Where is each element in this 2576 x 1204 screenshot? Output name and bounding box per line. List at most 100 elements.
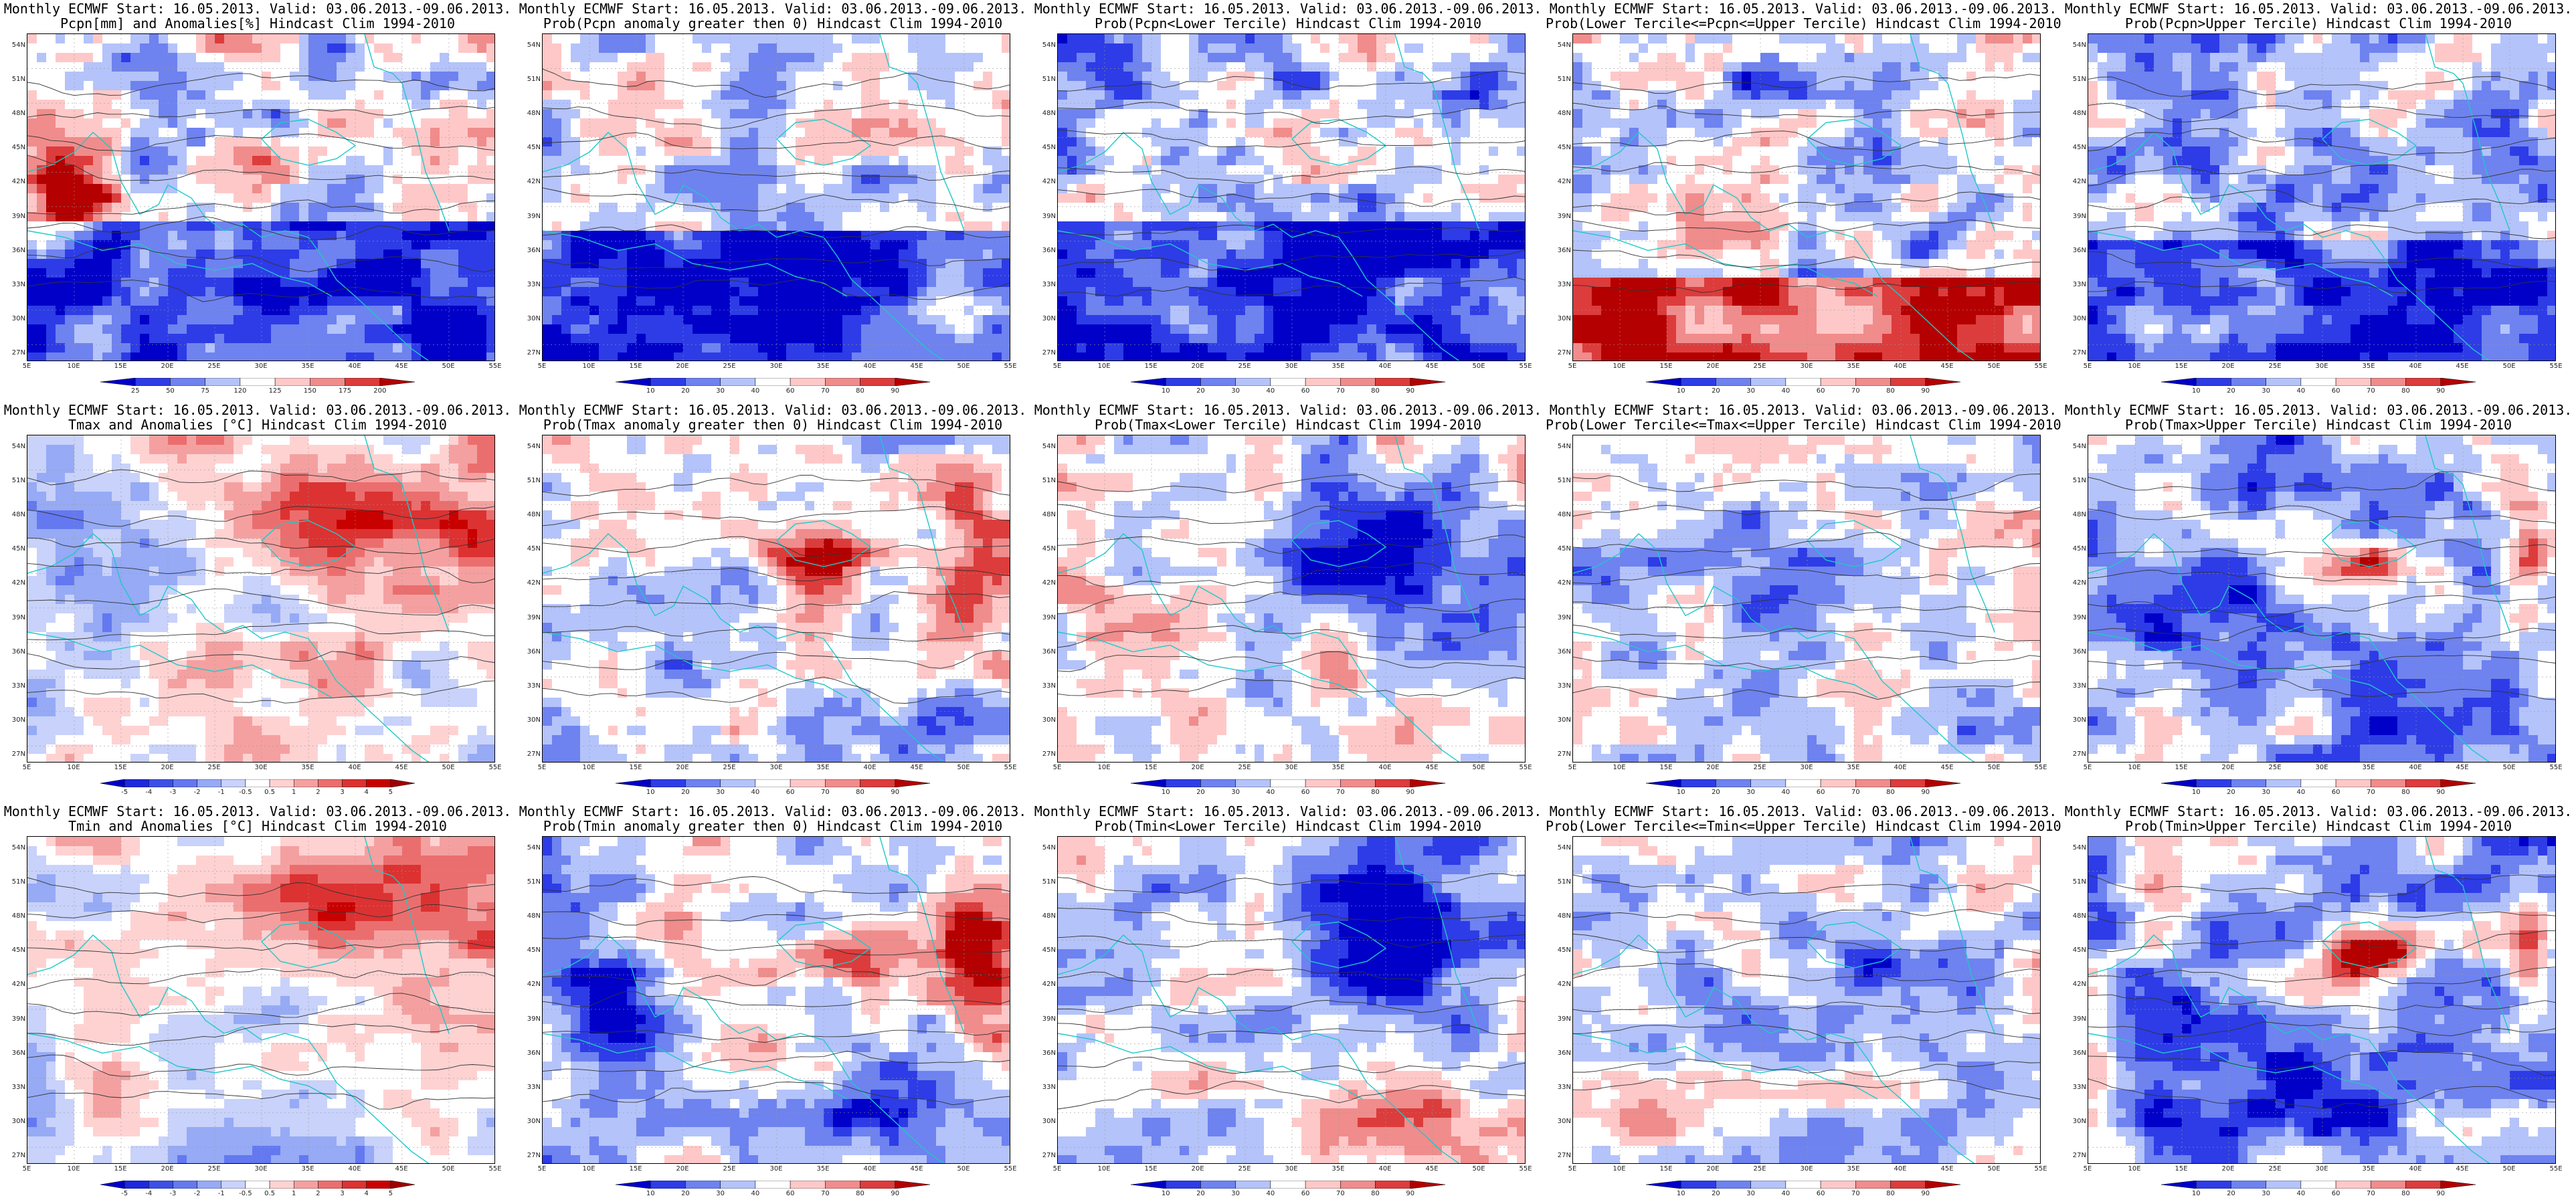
shaded-field [1573, 435, 2040, 762]
lat-tick-label: 33N [515, 682, 541, 690]
lon-tick-label: 30E [763, 764, 790, 771]
lat-tick-label: 51N [1030, 76, 1056, 83]
lat-tick-label: 45N [515, 545, 541, 553]
colorbar-label: 70 [1327, 387, 1354, 395]
lat-tick-label: 39N [1030, 1015, 1056, 1023]
colorbar-label: 30 [1738, 387, 1764, 395]
map-panel: Monthly ECMWF Start: 16.05.2013. Valid: … [1030, 0, 1546, 401]
lon-tick-label: 50E [1981, 764, 2007, 771]
colorbar-label: 0.5 [256, 789, 283, 796]
lat-tick-label: 39N [515, 1015, 541, 1023]
lon-tick-label: 20E [1699, 363, 1726, 370]
shaded-field [1573, 837, 2040, 1163]
lat-tick-label: 54N [515, 41, 541, 49]
lat-tick-label: 51N [1030, 878, 1056, 886]
map-panel: Monthly ECMWF Start: 16.05.2013. Valid: … [1030, 803, 1546, 1204]
lat-tick-label: 33N [2061, 1084, 2086, 1091]
lat-tick-label: 45N [1546, 144, 1571, 151]
lat-tick-label: 54N [515, 443, 541, 450]
lon-tick-label: 15E [622, 1165, 649, 1173]
shaded-field [2088, 435, 2555, 762]
lat-tick-label: 39N [1546, 614, 1571, 621]
colorbar-label: 90 [1397, 387, 1424, 395]
lat-tick-label: 45N [1030, 946, 1056, 954]
lon-tick-label: 55E [1512, 764, 1539, 771]
lat-tick-label: 33N [1546, 281, 1571, 288]
lon-tick-label: 5E [1559, 1165, 1586, 1173]
lat-tick-label: 27N [1030, 1152, 1056, 1159]
colorbar-label: 70 [1327, 789, 1354, 796]
map-field [1057, 836, 1526, 1164]
lon-tick-label: 10E [60, 764, 87, 771]
colorbar-label: 80 [1362, 789, 1389, 796]
panel-title-line1: Monthly ECMWF Start: 16.05.2013. Valid: … [515, 1, 1030, 16]
colorbar-label: -2 [184, 1190, 211, 1197]
lat-tick-label: 36N [0, 1049, 25, 1057]
lon-tick-label: 20E [669, 1165, 696, 1173]
colorbar-label: 2 [304, 1190, 331, 1197]
lon-tick-label: 40E [1887, 764, 1914, 771]
lon-tick-label: 25E [201, 1165, 227, 1173]
lat-tick-label: 42N [2061, 178, 2086, 185]
map-field [1572, 836, 2041, 1164]
colorbar-label: -4 [135, 1190, 162, 1197]
lon-tick-label: 25E [716, 1165, 743, 1173]
lat-tick-label: 36N [515, 648, 541, 656]
colorbar [2161, 779, 2476, 787]
colorbar-label: 20 [1187, 789, 1214, 796]
shaded-field [543, 34, 1010, 361]
lon-tick-label: 10E [575, 363, 602, 370]
lon-tick-label: 45E [1418, 363, 1445, 370]
lon-tick-label: 40E [2402, 1165, 2429, 1173]
colorbar [1646, 779, 1960, 787]
colorbar-label: 70 [1327, 1190, 1354, 1197]
panel-title-line2: Prob(Tmax<Lower Tercile) Hindcast Clim 1… [1030, 417, 1546, 432]
colorbar-label: 70 [2357, 789, 2384, 796]
map-field [542, 836, 1010, 1164]
map-field [1572, 435, 2041, 763]
lon-tick-label: 40E [1372, 1165, 1398, 1173]
colorbar-label: 30 [707, 387, 734, 395]
lat-tick-label: 30N [515, 716, 541, 724]
map-field [1572, 33, 2041, 361]
panel-title-line2: Prob(Pcpn anomaly greater then 0) Hindca… [515, 16, 1030, 31]
colorbar-label: 40 [742, 387, 769, 395]
shaded-field [27, 34, 494, 361]
panel-title-line2: Prob(Lower Tercile<=Pcpn<=Upper Tercile)… [1546, 16, 2061, 31]
colorbar-label: -3 [159, 789, 186, 796]
lon-tick-label: 45E [2449, 363, 2476, 370]
lon-tick-label: 15E [2168, 1165, 2195, 1173]
colorbar [616, 1181, 930, 1189]
lon-tick-label: 40E [1372, 363, 1398, 370]
lat-tick-label: 54N [2061, 443, 2086, 450]
lon-tick-label: 50E [950, 363, 977, 370]
colorbar-label: 60 [2322, 387, 2349, 395]
lat-tick-label: 45N [1546, 545, 1571, 553]
colorbar-label: 30 [1222, 387, 1249, 395]
colorbar-label: 80 [847, 789, 874, 796]
lon-tick-label: 30E [248, 764, 274, 771]
lat-tick-label: 33N [2061, 281, 2086, 288]
lon-tick-label: 5E [529, 363, 555, 370]
colorbar-label: 70 [2357, 387, 2384, 395]
shaded-field [543, 435, 1010, 762]
lon-tick-label: 30E [2308, 1165, 2335, 1173]
lat-tick-label: 36N [1546, 247, 1571, 254]
panel-title-line2: Prob(Pcpn>Upper Tercile) Hindcast Clim 1… [2061, 16, 2576, 31]
lon-tick-label: 30E [1793, 363, 1820, 370]
colorbar-label: -5 [111, 789, 138, 796]
colorbar-label: 5 [377, 789, 404, 796]
lon-tick-label: 50E [435, 1165, 462, 1173]
lon-tick-label: 50E [1465, 764, 1492, 771]
panel-title-line1: Monthly ECMWF Start: 16.05.2013. Valid: … [1030, 804, 1546, 819]
panel-title-line2: Prob(Tmax>Upper Tercile) Hindcast Clim 1… [2061, 417, 2576, 432]
colorbar-label: 60 [777, 1190, 804, 1197]
lat-tick-label: 27N [0, 1152, 25, 1159]
panel-title-line1: Monthly ECMWF Start: 16.05.2013. Valid: … [1546, 804, 2061, 819]
lon-tick-label: 20E [1699, 1165, 1726, 1173]
lon-tick-label: 15E [622, 764, 649, 771]
colorbar-label: 40 [1257, 387, 1284, 395]
lat-tick-label: 27N [0, 750, 25, 758]
lat-tick-label: 30N [2061, 716, 2086, 724]
lat-tick-label: 54N [1030, 844, 1056, 851]
